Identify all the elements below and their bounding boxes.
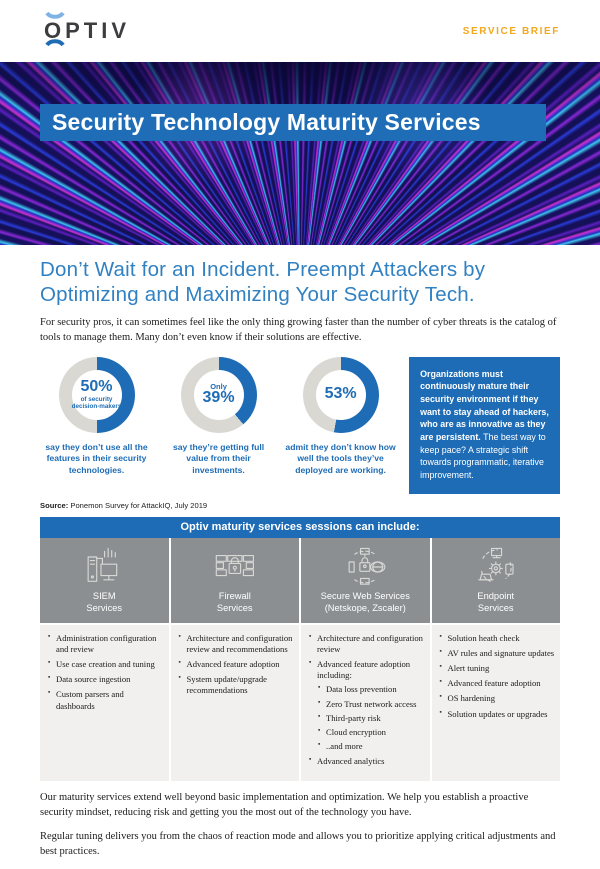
- stat-50: 50% of security decision-makers say they…: [40, 356, 153, 476]
- page-header: OPTIV SERVICE BRIEF: [0, 0, 600, 62]
- service-column-title: SIEM Services: [86, 590, 123, 613]
- donut-center: 53%: [315, 369, 366, 420]
- service-column-body-secure-web: Architecture and configuration review Adv…: [301, 624, 430, 782]
- service-bullet-item: Cloud encryption: [318, 727, 425, 738]
- services-table: Optiv maturity services sessions can inc…: [40, 516, 560, 782]
- donut-chart-39: Only 39%: [180, 356, 257, 433]
- service-column-title: Secure Web Services (Netskope, Zscaler): [320, 590, 410, 613]
- service-bullet-list: Administration configuration and review U…: [45, 633, 164, 712]
- donut-center: Only 39%: [193, 369, 244, 420]
- service-bullet-item: System update/upgrade recommendations: [179, 674, 295, 696]
- service-bullet-item: Advanced feature adoption: [179, 659, 295, 670]
- siem-icon: [44, 547, 165, 587]
- donut-value: 39%: [202, 389, 235, 407]
- service-bullet-item: Administration configuration and review: [48, 633, 164, 655]
- donut-value: 53%: [324, 385, 357, 403]
- service-bullet-item: Data loss prevention: [318, 684, 425, 695]
- stat-caption: say they don’t use all the features in t…: [45, 441, 148, 475]
- optiv-logo-icon: OPTIV: [44, 11, 130, 46]
- stat-caption: admit they don’t know how well the tools…: [285, 441, 396, 475]
- services-table-header: Optiv maturity services sessions can inc…: [40, 516, 560, 538]
- service-bullet-list: Data loss prevention Zero Trust network a…: [317, 684, 425, 752]
- main-content: Don’t Wait for an Incident. Preempt Atta…: [0, 257, 600, 860]
- service-bullet-item: Advanced feature adoption: [440, 678, 556, 689]
- stat-53: 53% admit they don’t know how well the t…: [284, 356, 397, 476]
- source-label: Source:: [40, 500, 69, 510]
- service-bullet-item: Custom parsers and dashboards: [48, 689, 164, 711]
- stat-39: Only 39% say they’re getting full value …: [162, 356, 275, 476]
- service-bullet-item: ..and more: [318, 741, 425, 752]
- source-line: Source: Ponemon Survey for AttackIQ, Jul…: [40, 501, 560, 510]
- service-column-body-siem: Administration configuration and review U…: [40, 624, 169, 782]
- service-bullet-item: Data source ingestion: [48, 674, 164, 685]
- service-bullet-item: Advanced analytics: [309, 756, 425, 767]
- service-bullet-item: AV rules and signature updates: [440, 648, 556, 659]
- endpoint-icon: [436, 547, 557, 587]
- donut-chart-53: 53%: [302, 356, 379, 433]
- closing-paragraph-2: Regular tuning delivers you from the cha…: [40, 831, 556, 858]
- secure-web-icon: [305, 547, 426, 587]
- service-column-header-secure-web: Secure Web Services (Netskope, Zscaler): [301, 537, 430, 623]
- callout-regular-text: The best way to keep pace? A strategic s…: [420, 432, 546, 480]
- service-bullet-item: OS hardening: [440, 693, 556, 704]
- section-heading: Don’t Wait for an Incident. Preempt Atta…: [40, 258, 486, 306]
- callout-bold-text: Organizations must continuously mature t…: [420, 368, 549, 443]
- services-body-row: Administration configuration and review U…: [40, 624, 560, 782]
- closing-paragraphs: Our maturity services extend well beyond…: [40, 791, 560, 860]
- source-text: Ponemon Survey for AttackIQ, July 2019: [68, 500, 208, 510]
- service-column-header-siem: SIEM Services: [40, 537, 169, 623]
- service-column-header-endpoint: Endpoint Services: [431, 537, 560, 623]
- donut-center: 50% of security decision-makers: [71, 369, 122, 420]
- service-bullet-item: Use case creation and tuning: [48, 659, 164, 670]
- service-bullet-list: Architecture and configuration review Adv…: [306, 633, 425, 768]
- service-bullet-item: Solution heath check: [440, 633, 556, 644]
- service-column-body-endpoint: Solution heath check AV rules and signatu…: [431, 624, 560, 782]
- closing-paragraph-1: Our maturity services extend well beyond…: [40, 792, 529, 819]
- donut-chart-50: 50% of security decision-makers: [58, 356, 135, 433]
- intro-paragraph: For security pros, it can sometimes feel…: [40, 317, 557, 343]
- donut-value: 50%: [80, 377, 113, 395]
- page-title: Security Technology Maturity Services: [40, 104, 546, 141]
- stat-caption: say they’re getting full value from thei…: [172, 441, 265, 475]
- service-column-header-firewall: Firewall Services: [170, 537, 299, 623]
- service-column-title: Firewall Services: [216, 590, 253, 613]
- service-column-title: Endpoint Services: [477, 590, 515, 613]
- donut-pre-label: Only: [210, 381, 227, 391]
- service-bullet-item: Advanced feature adoption including:Data…: [309, 659, 425, 752]
- service-bullet-item: Zero Trust network access: [318, 699, 425, 710]
- firewall-icon: [175, 547, 296, 587]
- donut-sub-label: of security decision-makers: [71, 395, 122, 411]
- service-brief-badge: SERVICE BRIEF: [462, 25, 560, 37]
- service-bullet-item: Solution updates or upgrades: [440, 709, 556, 720]
- service-column-body-firewall: Architecture and configuration review an…: [170, 624, 299, 782]
- stats-row: 50% of security decision-makers say they…: [40, 356, 560, 494]
- service-bullet-item: Architecture and configuration review an…: [179, 633, 295, 655]
- service-bullet-item: Alert tuning: [440, 663, 556, 674]
- service-bullet-item: Architecture and configuration review: [309, 633, 425, 655]
- optiv-logo: OPTIV: [40, 7, 136, 56]
- svg-text:OPTIV: OPTIV: [44, 18, 130, 43]
- services-icon-row: SIEM Services Firewall Services Secure Web S…: [40, 537, 560, 623]
- hero-banner: Security Technology Maturity Services: [0, 62, 600, 245]
- callout-box: Organizations must continuously mature t…: [409, 356, 560, 494]
- service-bullet-item: Third-party risk: [318, 713, 425, 724]
- service-bullet-list: Architecture and configuration review an…: [176, 633, 295, 697]
- service-bullet-list: Solution heath check AV rules and signatu…: [437, 633, 556, 720]
